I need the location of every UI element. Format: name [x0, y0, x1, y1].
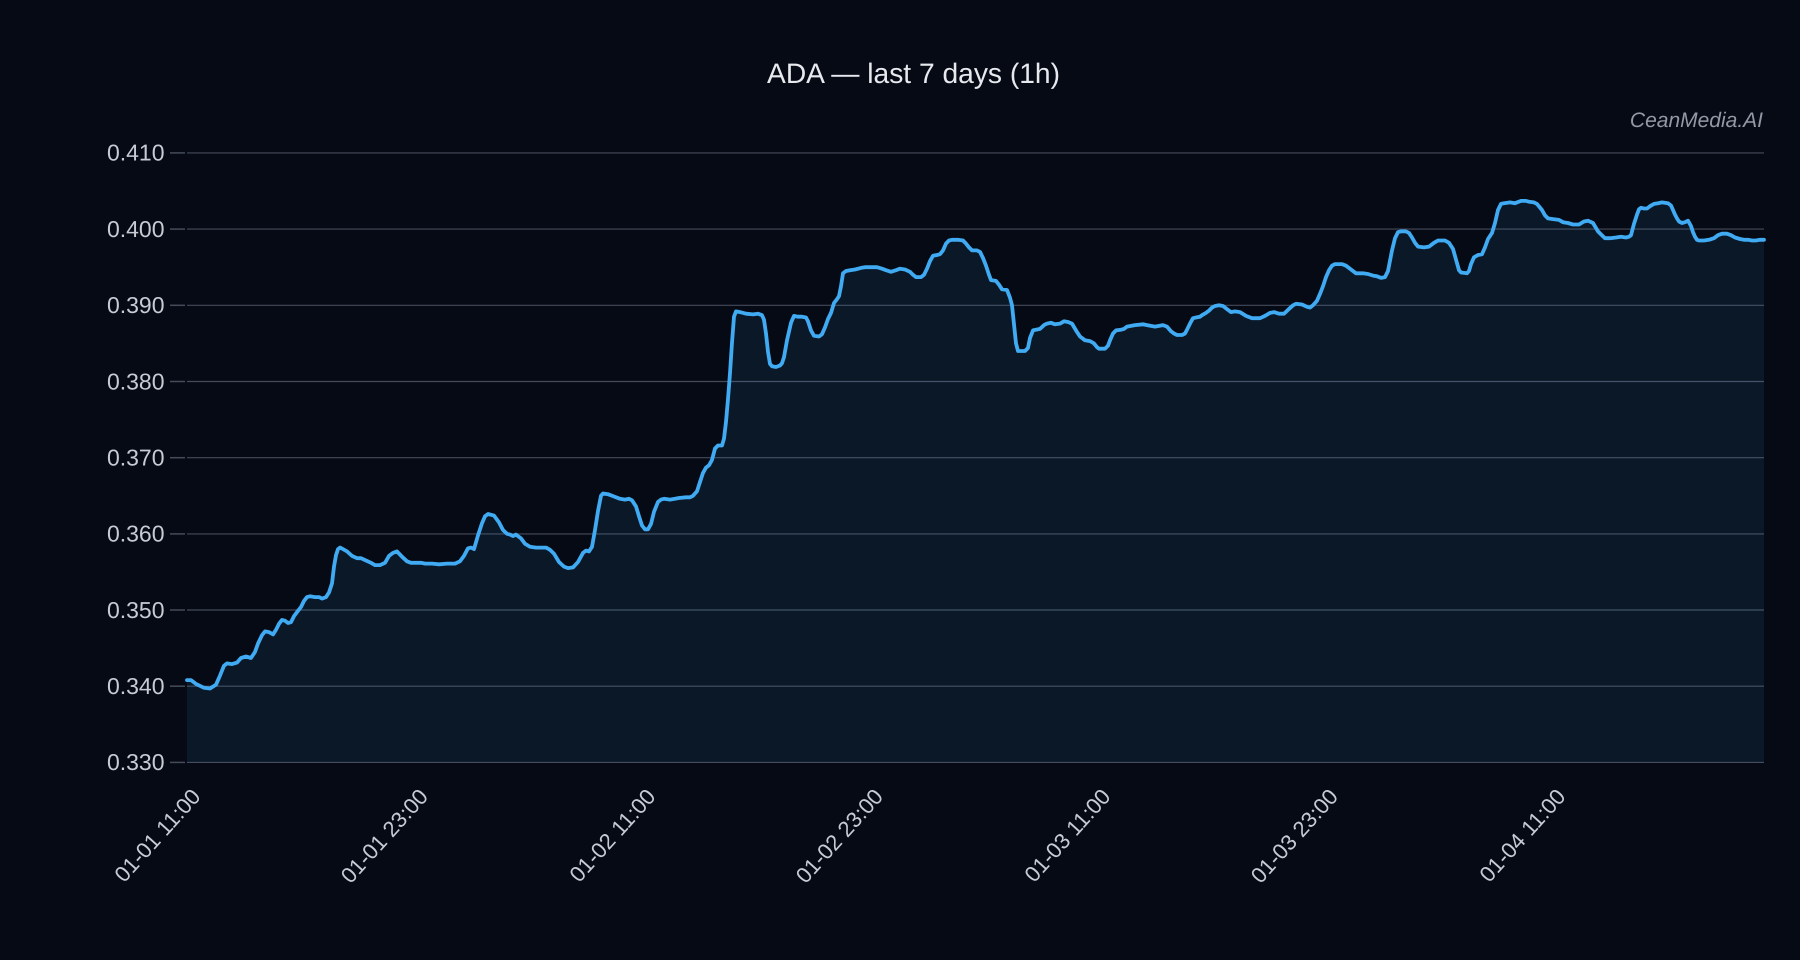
svg-text:0.330: 0.330	[107, 749, 165, 775]
svg-text:0.340: 0.340	[107, 673, 165, 699]
svg-text:0.360: 0.360	[107, 521, 165, 547]
svg-text:0.390: 0.390	[107, 292, 165, 318]
svg-text:0.410: 0.410	[107, 140, 165, 166]
svg-text:CeanMedia.AI: CeanMedia.AI	[1630, 109, 1763, 132]
svg-text:0.370: 0.370	[107, 445, 165, 471]
svg-text:0.350: 0.350	[107, 597, 165, 623]
svg-text:0.380: 0.380	[107, 368, 165, 394]
svg-text:ADA — last 7 days (1h): ADA — last 7 days (1h)	[767, 57, 1060, 89]
svg-text:0.400: 0.400	[107, 216, 165, 242]
